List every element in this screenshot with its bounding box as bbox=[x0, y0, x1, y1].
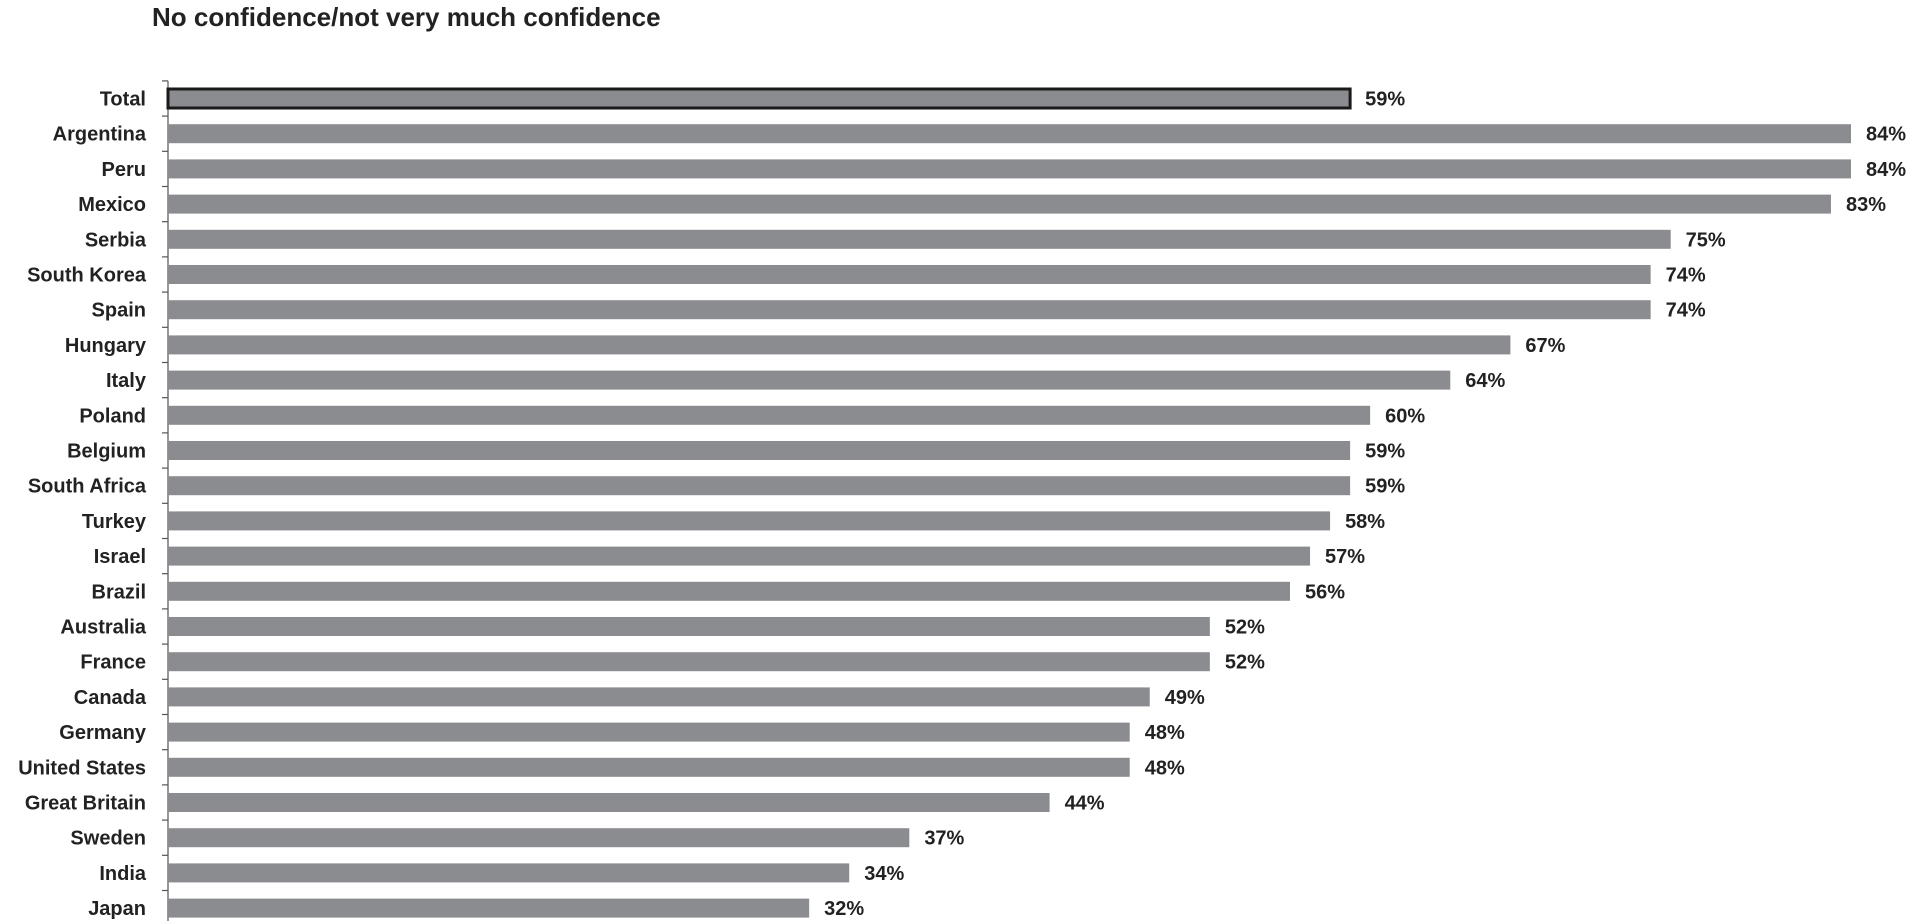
value-label: 84% bbox=[1866, 159, 1906, 181]
bar-sweden bbox=[168, 828, 910, 848]
category-label: Spain bbox=[92, 300, 146, 322]
value-label: 60% bbox=[1385, 405, 1425, 427]
bar-turkey bbox=[168, 511, 1331, 531]
bar-canada bbox=[168, 687, 1150, 707]
category-label: Canada bbox=[74, 687, 147, 709]
category-label: South Africa bbox=[28, 476, 147, 498]
chart-title: No confidence/not very much confidence bbox=[152, 2, 661, 32]
bar-united-states bbox=[168, 757, 1130, 777]
value-label: 59% bbox=[1365, 441, 1405, 463]
bar-india bbox=[168, 863, 850, 883]
bar-serbia bbox=[168, 229, 1671, 249]
bar-brazil bbox=[168, 581, 1290, 601]
bar-japan bbox=[168, 898, 810, 918]
category-axis bbox=[162, 80, 169, 921]
category-label: Sweden bbox=[70, 828, 146, 850]
value-label: 75% bbox=[1686, 229, 1726, 251]
value-label: 83% bbox=[1846, 194, 1886, 216]
value-label: 52% bbox=[1225, 652, 1265, 674]
category-label: Serbia bbox=[85, 229, 147, 251]
bar-argentina bbox=[168, 124, 1851, 144]
category-label: Hungary bbox=[65, 335, 147, 357]
value-label: 74% bbox=[1666, 300, 1706, 322]
bars-group bbox=[166, 87, 1851, 918]
value-labels-group: 59% 84% 84% 83% 75% 74% 74% 67% 64% 60% 59% 59% 58% 5… bbox=[824, 89, 1906, 921]
category-label: South Korea bbox=[27, 265, 147, 287]
bar-italy bbox=[168, 370, 1451, 390]
bar-south-africa bbox=[168, 476, 1351, 496]
category-label: France bbox=[80, 652, 146, 674]
value-label: 49% bbox=[1165, 687, 1205, 709]
category-label: Italy bbox=[106, 370, 147, 392]
bar-south-korea bbox=[168, 265, 1651, 284]
value-label: 32% bbox=[824, 898, 864, 920]
category-label: Germany bbox=[59, 722, 147, 744]
value-label: 84% bbox=[1866, 124, 1906, 146]
category-label: Israel bbox=[94, 546, 146, 568]
bar-israel bbox=[168, 546, 1311, 566]
category-label: United States bbox=[18, 757, 146, 779]
category-label: Japan bbox=[88, 898, 146, 920]
value-label: 48% bbox=[1145, 722, 1185, 744]
bar-belgium bbox=[168, 441, 1351, 460]
value-label: 37% bbox=[924, 828, 964, 850]
category-label: Brazil bbox=[92, 581, 146, 603]
bar-poland bbox=[168, 405, 1371, 425]
category-label: Belgium bbox=[67, 441, 146, 463]
category-label: Great Britain bbox=[25, 793, 146, 815]
category-label: Turkey bbox=[82, 511, 147, 533]
category-label: Peru bbox=[102, 159, 146, 181]
value-label: 67% bbox=[1525, 335, 1565, 357]
bar-hungary bbox=[168, 335, 1511, 355]
bar-great-britain bbox=[168, 793, 1050, 812]
value-label: 52% bbox=[1225, 617, 1265, 639]
bar-total bbox=[166, 87, 1352, 110]
bar-mexico bbox=[168, 194, 1831, 214]
bar-germany bbox=[168, 722, 1130, 742]
value-label: 58% bbox=[1345, 511, 1385, 533]
value-label: 59% bbox=[1365, 476, 1405, 498]
value-label: 34% bbox=[864, 863, 904, 885]
category-label: Mexico bbox=[78, 194, 146, 216]
bar-peru bbox=[168, 159, 1851, 179]
value-label: 64% bbox=[1465, 370, 1505, 392]
category-label: Argentina bbox=[53, 124, 147, 146]
category-label: Australia bbox=[60, 617, 146, 639]
value-label: 57% bbox=[1325, 546, 1365, 568]
value-label: 56% bbox=[1305, 581, 1345, 603]
value-label: 74% bbox=[1666, 265, 1706, 287]
category-label: India bbox=[99, 863, 147, 885]
bar-france bbox=[168, 652, 1210, 672]
category-label: Total bbox=[100, 89, 146, 111]
category-label: Poland bbox=[79, 405, 146, 427]
value-label: 44% bbox=[1065, 793, 1105, 815]
bar-spain bbox=[168, 300, 1651, 320]
category-labels-group: Total Argentina Peru Mexico Serbia South Kore… bbox=[18, 89, 147, 921]
bar-australia bbox=[168, 617, 1210, 636]
value-label: 59% bbox=[1365, 89, 1405, 111]
value-label: 48% bbox=[1145, 757, 1185, 779]
